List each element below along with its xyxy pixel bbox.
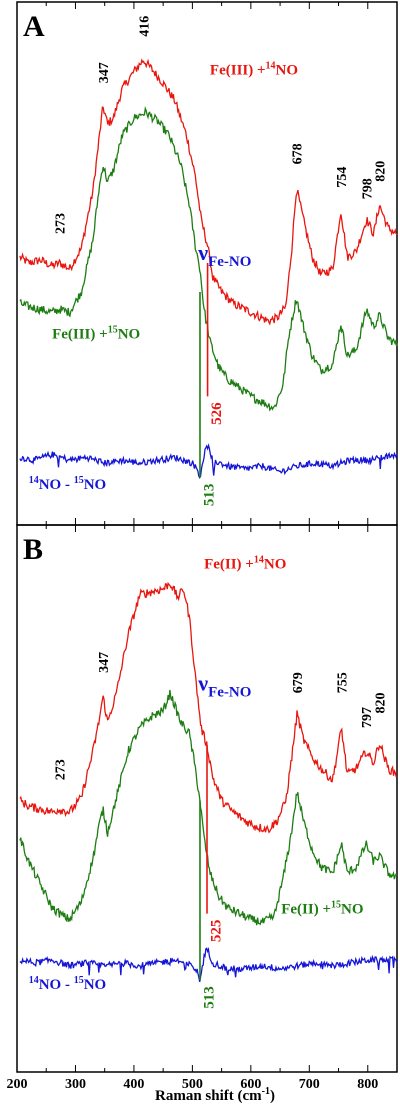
peak-label-347: 347 (97, 62, 112, 83)
series-label-sup2: 15 (74, 975, 84, 986)
series-label-sup: 14 (29, 475, 39, 486)
x-tick-label-200: 200 (7, 1077, 28, 1092)
series-label-text: Fe(III) + (210, 63, 266, 79)
peak-label-798: 798 (361, 178, 376, 199)
x-tick-label-600: 600 (240, 1077, 261, 1092)
peak-label-273: 273 (54, 213, 69, 234)
marker-label-513: 513 (202, 484, 218, 507)
series-label-2: 14NO - 15NO (29, 475, 107, 493)
series-line-fe14 (19, 58, 398, 326)
series-label-tail2: NO (84, 477, 107, 493)
series-label-sup: 14 (29, 975, 39, 986)
series-label-sup: 14 (266, 61, 276, 72)
series-line-fe14 (19, 581, 398, 834)
series-label-text: Fe(III) + (52, 326, 108, 342)
peak-label-755: 755 (335, 672, 350, 693)
peak-label-416: 416 (137, 16, 152, 37)
peak-label-347: 347 (97, 652, 112, 673)
series-line-diff (19, 946, 398, 983)
series-label-tail: NO - (39, 977, 74, 993)
peak-label-820: 820 (373, 693, 388, 714)
peak-label-820: 820 (373, 161, 388, 182)
series-label-tail: NO (118, 326, 141, 342)
x-tick-label-800: 800 (357, 1077, 378, 1092)
marker-label-525: 525 (209, 920, 225, 943)
series-label-tail: NO (341, 902, 364, 918)
nu-symbol: ν (197, 240, 208, 265)
nu-subscript: Fe-NO (208, 684, 251, 700)
x-axis: 200 300 400 500 600 700 800 (7, 1077, 379, 1092)
nu-symbol: ν (197, 670, 208, 695)
x-axis-label-sup: -1 (262, 1086, 270, 1097)
series-label-tail: NO (264, 557, 287, 573)
series-label-2: 14NO - 15NO (29, 975, 107, 993)
x-axis-label-end: ) (270, 1088, 275, 1104)
nu-subscript: Fe-NO (208, 254, 251, 270)
peak-label-797: 797 (360, 707, 375, 728)
peak-label-678: 678 (290, 143, 305, 164)
x-tick-label-500: 500 (182, 1077, 203, 1092)
panel-letter: B (23, 533, 43, 566)
marker-label-526: 526 (209, 402, 225, 425)
series-line-diff (19, 443, 398, 479)
x-tick-label-400: 400 (123, 1077, 144, 1092)
marker-label-513: 513 (202, 986, 218, 1009)
peak-label-754: 754 (335, 167, 350, 188)
x-axis-label-main: Raman shift (cm (155, 1088, 262, 1104)
panel-frame (16, 524, 398, 1073)
peak-label-679: 679 (291, 672, 306, 693)
series-label-1: Fe(II) +15NO (281, 900, 363, 918)
series-label-sup: 15 (108, 324, 118, 335)
series-label-0: Fe(III) +14NO (210, 61, 298, 79)
series-label-sup: 14 (254, 555, 264, 566)
series-label-tail2: NO (84, 977, 107, 993)
series-line-fe15 (19, 689, 398, 926)
series-label-text: Fe(II) + (204, 557, 254, 573)
series-label-sup: 15 (331, 900, 341, 911)
nu-fe-no-label: νFe-NO (197, 670, 251, 700)
panel-letter: A (23, 10, 45, 43)
x-tick-label-700: 700 (299, 1077, 320, 1092)
series-label-tail: NO - (39, 477, 74, 493)
series-line-fe15 (19, 106, 398, 412)
series-label-0: Fe(II) +14NO (204, 555, 286, 573)
peak-label-273: 273 (54, 759, 69, 780)
x-axis-label: Raman shift (cm-1) (155, 1086, 275, 1104)
nu-fe-no-label: νFe-NO (197, 240, 251, 270)
series-label-sup2: 15 (74, 475, 84, 486)
series-label-text: Fe(II) + (281, 902, 331, 918)
series-label-tail: NO (276, 63, 299, 79)
x-tick-label-300: 300 (65, 1077, 86, 1092)
series-label-1: Fe(III) +15NO (52, 324, 140, 342)
